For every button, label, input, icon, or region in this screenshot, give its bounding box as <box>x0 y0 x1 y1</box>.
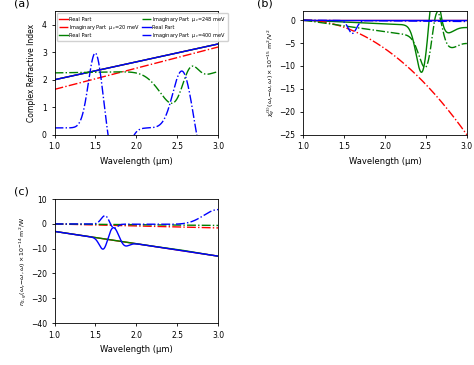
X-axis label: Wavelength (μm): Wavelength (μm) <box>349 157 421 166</box>
Text: (b): (b) <box>257 0 273 8</box>
Y-axis label: $n_{2,g}(\omega_r{-}\omega,\omega)\times10^{-14}$ m$^2$/W: $n_{2,g}(\omega_r{-}\omega,\omega)\times… <box>18 216 29 306</box>
Text: (a): (a) <box>14 0 29 8</box>
Text: (c): (c) <box>14 187 28 197</box>
X-axis label: Wavelength (μm): Wavelength (μm) <box>100 157 173 166</box>
Y-axis label: $\chi_g^{(3)}(\omega_r{-}\omega,\omega)\times10^{-15}$ m$^2$/V$^2$: $\chi_g^{(3)}(\omega_r{-}\omega,\omega)\… <box>266 28 278 117</box>
Y-axis label: Complex Refractive Index: Complex Refractive Index <box>27 24 36 122</box>
X-axis label: Wavelength (μm): Wavelength (μm) <box>100 345 173 354</box>
Legend: Real Part, Imaginary Part  $\mu_c$=20 meV, Real Part, Imaginary Part  $\mu_c$=24: Real Part, Imaginary Part $\mu_c$=20 meV… <box>57 14 228 41</box>
